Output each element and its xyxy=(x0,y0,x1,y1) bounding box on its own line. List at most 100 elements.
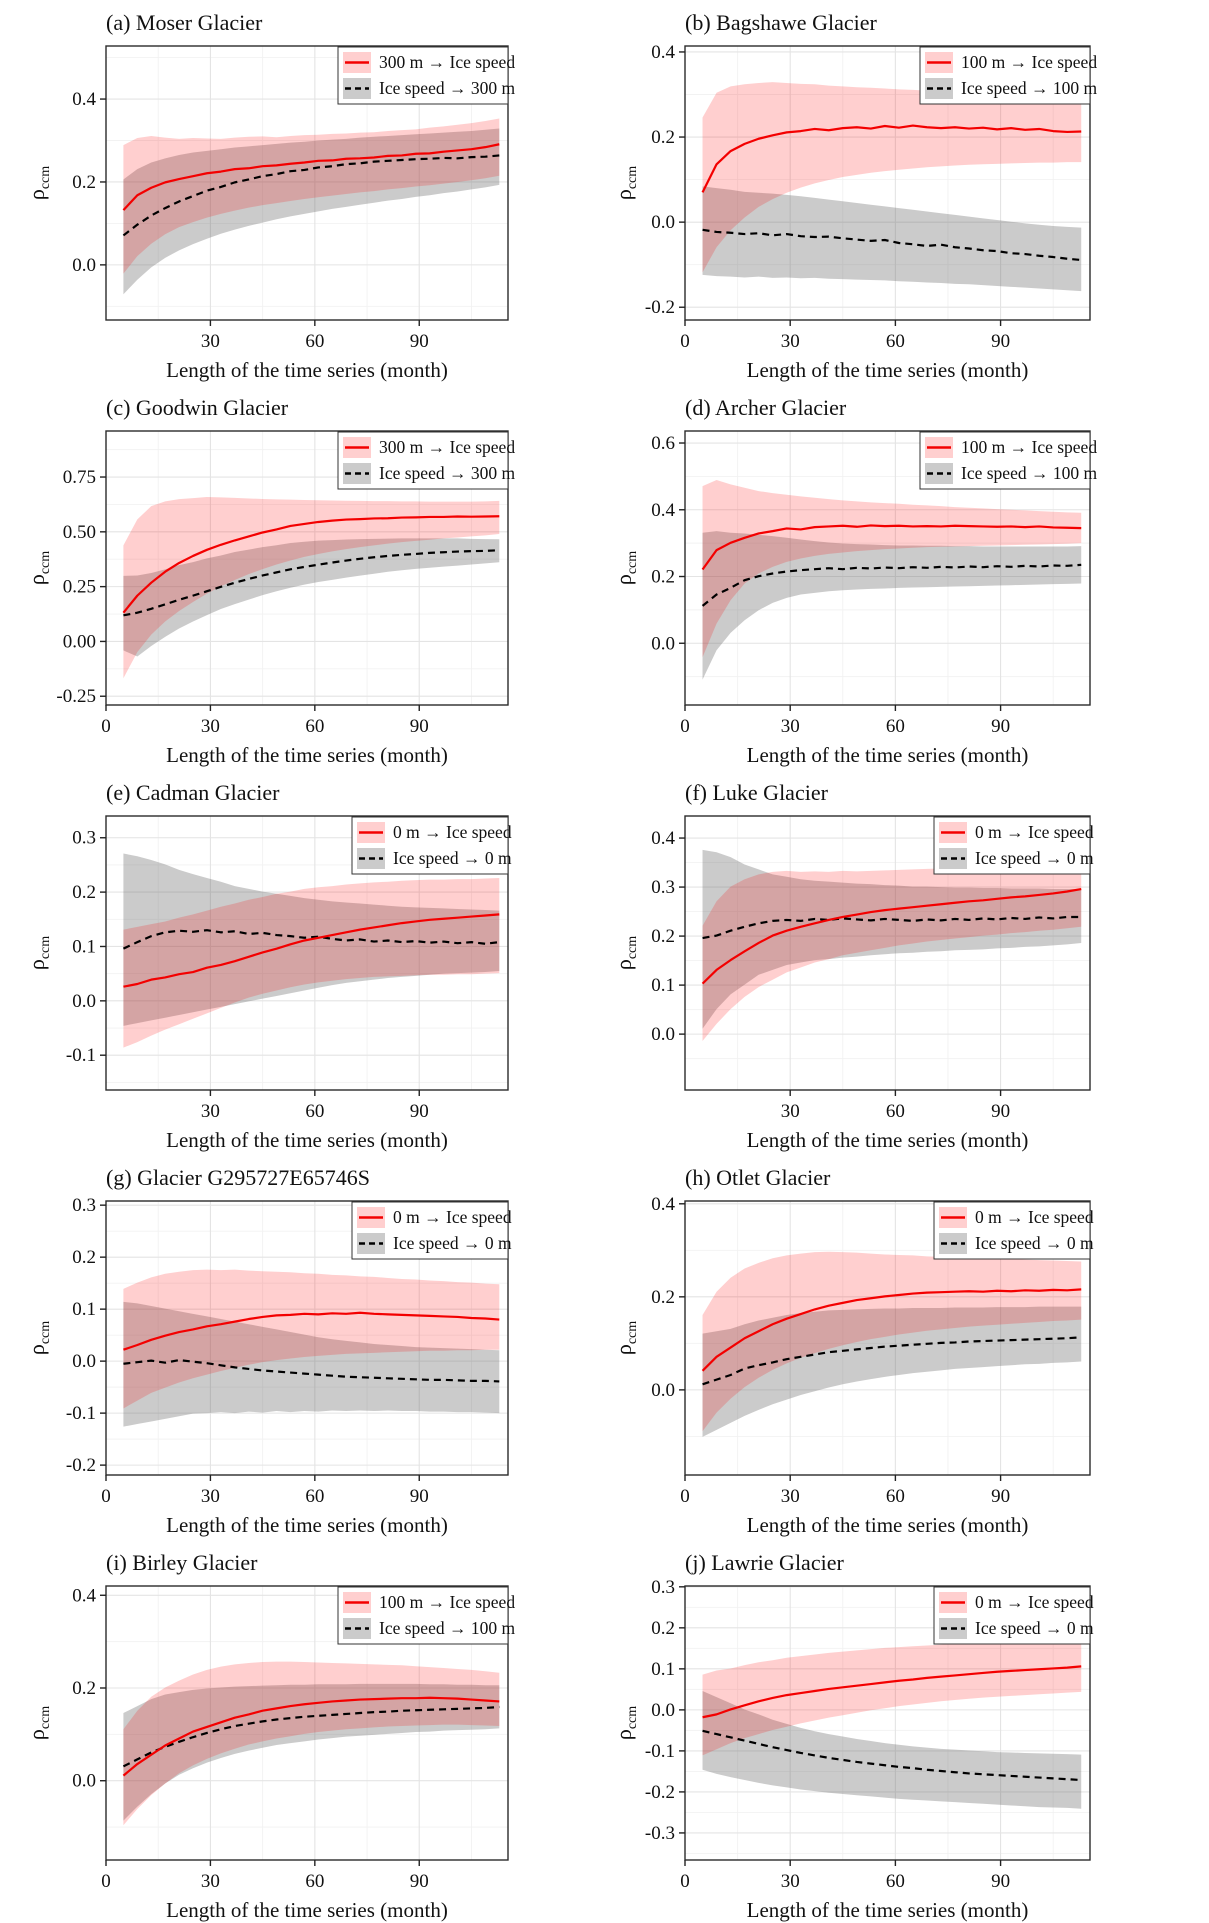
y-axis-label: ρccm xyxy=(611,936,640,970)
x-tick-label: 0 xyxy=(101,1486,111,1507)
ice-speed-to-elevation-line xyxy=(122,154,500,237)
x-tick-label: 30 xyxy=(781,1871,800,1892)
legend: 0 m → Ice speed Ice speed → 0 m xyxy=(933,816,1094,875)
y-axis-label: ρccm xyxy=(24,1706,53,1740)
elevation-to-ice-speed-line xyxy=(123,913,500,988)
y-tick-label: -0.2 xyxy=(66,1455,96,1476)
legend-label: Ice speed → 100 m xyxy=(961,78,1097,98)
y-tick-label: 0.6 xyxy=(651,433,675,454)
legend-label: 100 m → Ice speed xyxy=(961,52,1097,72)
legend: 300 m → Ice speed Ice speed → 300 m xyxy=(337,431,515,490)
legend-label: Ice speed → 0 m xyxy=(975,1618,1094,1638)
axes: 0 30 60 90 -0.3 -0.2 -0.1 0.0 0.1 0.2 0.3 xyxy=(645,1577,1010,1892)
x-tick-label: 60 xyxy=(305,1101,324,1122)
x-tick-label: 60 xyxy=(305,331,324,352)
panel-border xyxy=(105,45,509,321)
x-tick-label: 0 xyxy=(680,716,690,737)
y-tick-label: 0.3 xyxy=(72,1195,96,1216)
red-confidence-band xyxy=(702,82,1082,273)
axes: 0 30 60 90 -0.2 -0.1 0.0 0.1 0.2 0.3 xyxy=(66,1195,429,1507)
gray-confidence-band xyxy=(123,1683,500,1821)
gray-confidence-band xyxy=(702,1306,1082,1437)
y-tick-label: 0.2 xyxy=(651,567,675,588)
y-tick-label: -0.2 xyxy=(645,1782,675,1803)
ice-speed-to-elevation-line xyxy=(122,929,500,950)
gray-confidence-band xyxy=(702,849,1082,1029)
x-axis-label: Length of the time series (month) xyxy=(166,743,448,767)
y-tick-label: 0.2 xyxy=(651,926,675,947)
panel-border xyxy=(105,1200,509,1476)
y-tick-label: 0.00 xyxy=(63,631,96,652)
legend-label: 0 m → Ice speed xyxy=(393,1207,512,1227)
legend-label: 100 m → Ice speed xyxy=(379,1592,515,1612)
y-tick-label: 0.0 xyxy=(72,1351,96,1372)
gridlines xyxy=(684,816,1090,1090)
x-axis-label: Length of the time series (month) xyxy=(166,1898,448,1922)
y-tick-label: 0.4 xyxy=(651,500,675,521)
x-tick-label: 30 xyxy=(781,1101,800,1122)
plot-b: 0 30 60 90 -0.2 0.0 0.2 0.4 Length of the time s… xyxy=(611,10,1097,382)
plot-h: 0 30 60 90 0.0 0.2 0.4 Length of the time serie… xyxy=(611,1165,1094,1537)
y-tick-label: 0.2 xyxy=(72,172,96,193)
x-tick-label: 60 xyxy=(886,716,905,737)
ice-speed-to-elevation-line xyxy=(701,563,1082,607)
red-confidence-band xyxy=(123,1661,500,1826)
axes: 0 30 60 90 0.0 0.2 0.4 0.6 xyxy=(651,433,1010,737)
legend: 0 m → Ice speed Ice speed → 0 m xyxy=(351,816,512,875)
legend: 0 m → Ice speed Ice speed → 0 m xyxy=(351,1201,512,1260)
red-confidence-band xyxy=(702,861,1082,1041)
y-tick-label: -0.1 xyxy=(66,1403,96,1424)
y-axis-label: ρccm xyxy=(24,551,53,585)
y-tick-label: 0.0 xyxy=(72,255,96,276)
x-axis-label: Length of the time series (month) xyxy=(166,1128,448,1152)
axes: 0 30 60 90 0.0 0.2 0.4 xyxy=(651,1194,1010,1507)
plot-title: (e) Cadman Glacier xyxy=(106,780,280,805)
plot-g: 0 30 60 90 -0.2 -0.1 0.0 0.1 0.2 0.3 Length of the… xyxy=(24,1165,512,1537)
legend-label: 300 m → Ice speed xyxy=(379,437,515,457)
x-tick-label: 90 xyxy=(410,716,429,737)
elevation-to-ice-speed-line xyxy=(122,515,500,614)
y-tick-label: 0.2 xyxy=(72,882,96,903)
y-tick-label: 0.2 xyxy=(72,1247,96,1268)
x-axis-label: Length of the time series (month) xyxy=(747,1128,1029,1152)
y-tick-label: 0.1 xyxy=(651,975,675,996)
y-axis-label: ρccm xyxy=(611,1706,640,1740)
panel-border xyxy=(684,430,1091,706)
x-axis-label: Length of the time series (month) xyxy=(747,1898,1029,1922)
elevation-to-ice-speed-line xyxy=(122,1696,500,1777)
y-axis-label: ρccm xyxy=(611,1321,640,1355)
x-tick-label: 90 xyxy=(991,1101,1010,1122)
elevation-to-ice-speed-line xyxy=(702,1665,1082,1719)
x-tick-label: 30 xyxy=(201,1871,220,1892)
legend: 0 m → Ice speed Ice speed → 0 m xyxy=(933,1201,1094,1260)
x-axis-label: Length of the time series (month) xyxy=(747,743,1029,767)
red-confidence-band xyxy=(702,1251,1082,1432)
legend-label: 0 m → Ice speed xyxy=(393,822,512,842)
legend-label: 0 m → Ice speed xyxy=(975,1207,1094,1227)
plot-title: (g) Glacier G295727E65746S xyxy=(106,1165,370,1190)
y-tick-label: 0.1 xyxy=(72,1299,96,1320)
x-tick-label: 0 xyxy=(101,1871,111,1892)
x-tick-label: 0 xyxy=(680,331,690,352)
x-tick-label: 60 xyxy=(305,1871,324,1892)
legend-label: Ice speed → 0 m xyxy=(975,848,1094,868)
legend: 300 m → Ice speed Ice speed → 300 m xyxy=(337,46,515,105)
legend-label: Ice speed → 100 m xyxy=(379,1618,515,1638)
y-axis-label: ρccm xyxy=(24,1321,53,1355)
y-tick-label: 0.4 xyxy=(651,1194,675,1215)
legend: 100 m → Ice speed Ice speed → 100 m xyxy=(919,46,1097,105)
panel-border xyxy=(684,1200,1091,1476)
plot-title: (c) Goodwin Glacier xyxy=(106,395,289,420)
x-tick-label: 0 xyxy=(680,1871,690,1892)
x-tick-label: 30 xyxy=(781,716,800,737)
y-tick-label: 0.0 xyxy=(651,1380,675,1401)
x-tick-label: 30 xyxy=(201,1101,220,1122)
red-confidence-band xyxy=(123,1269,500,1409)
y-tick-label: 0.0 xyxy=(651,633,675,654)
y-tick-label: -0.1 xyxy=(66,1045,96,1066)
x-tick-label: 60 xyxy=(305,1486,324,1507)
y-tick-label: 0.0 xyxy=(651,1024,675,1045)
red-confidence-band xyxy=(702,480,1082,658)
y-tick-label: -0.25 xyxy=(56,686,96,707)
